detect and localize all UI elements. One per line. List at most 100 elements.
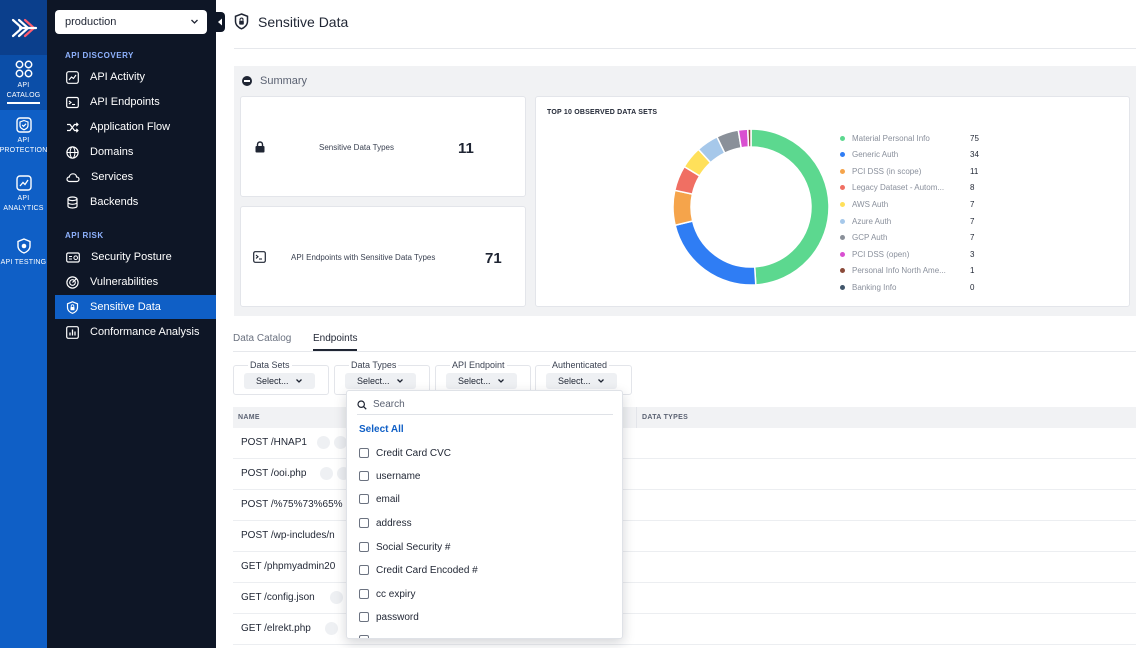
- dropdown-option[interactable]: email: [359, 492, 400, 506]
- checkbox[interactable]: [359, 448, 369, 458]
- dropdown-option[interactable]: password: [359, 610, 419, 624]
- tab-endpoints[interactable]: Endpoints: [313, 333, 358, 351]
- dropdown-option-partial[interactable]: [359, 633, 376, 638]
- chevron-left-icon: [217, 18, 222, 26]
- sidebar-item-backends[interactable]: Backends: [55, 190, 216, 214]
- endpoint-name: POST /%75%73%65%: [241, 499, 343, 510]
- rail-item-api-protection[interactable]: API PROTECTION: [0, 117, 47, 167]
- donut-slice[interactable]: [747, 128, 752, 148]
- legend-label: Generic Auth: [852, 150, 899, 160]
- collapse-sidebar-button[interactable]: [214, 12, 225, 32]
- legend-label: AWS Auth: [852, 199, 889, 209]
- legend-item[interactable]: Banking Info 0: [840, 281, 990, 293]
- legend-item[interactable]: GCP Auth 7: [840, 232, 990, 244]
- legend-item[interactable]: PCI DSS (open) 3: [840, 248, 990, 260]
- legend-label: Banking Info: [852, 282, 897, 292]
- checkbox[interactable]: [359, 542, 369, 552]
- sidebar-item-api-activity[interactable]: API Activity: [55, 65, 216, 89]
- column-header-data-types[interactable]: DATA TYPES: [642, 414, 689, 421]
- dropdown-search[interactable]: Search: [357, 395, 613, 415]
- sidebar-item-vulnerabilities[interactable]: Vulnerabilities: [55, 270, 216, 294]
- sidebar-item-conformance-analysis[interactable]: Conformance Analysis: [55, 320, 216, 344]
- api-analytics-icon: [15, 175, 32, 191]
- endpoint-name: POST /HNAP1: [241, 437, 307, 448]
- legend-swatch: [840, 201, 845, 207]
- checkbox[interactable]: [359, 471, 369, 481]
- table-row[interactable]: POST /wp-includes/n: [233, 521, 1136, 552]
- authenticated-select[interactable]: Select...: [546, 373, 617, 389]
- sidebar-item-services[interactable]: Services: [55, 165, 216, 189]
- legend-swatch: [840, 251, 845, 257]
- legend-swatch: [840, 185, 845, 191]
- environment-select[interactable]: production: [55, 10, 207, 34]
- terminal-icon: [66, 96, 79, 108]
- sidebar-item-security-posture[interactable]: Security Posture: [55, 245, 216, 269]
- rail-item-api-analytics[interactable]: API ANALYTICS: [0, 175, 47, 225]
- sidebar-item-api-endpoints[interactable]: API Endpoints: [55, 90, 216, 114]
- dropdown-option[interactable]: Credit Card Encoded #: [359, 563, 478, 577]
- legend-item[interactable]: Personal Info North Ame... 1: [840, 265, 990, 277]
- filter-label: API Endpoint: [450, 360, 507, 370]
- legend-label: PCI DSS (open): [852, 249, 910, 259]
- legend-item[interactable]: Material Personal Info 75: [840, 132, 990, 144]
- donut-slice[interactable]: [672, 189, 694, 227]
- table-row[interactable]: GET /config.json: [233, 583, 1136, 614]
- legend-item[interactable]: Generic Auth 34: [840, 149, 990, 161]
- checkbox[interactable]: [359, 612, 369, 622]
- endpoint-name: POST /ooi.php: [241, 468, 307, 479]
- table-row[interactable]: POST /HNAP1: [233, 428, 1136, 459]
- shield-lock-icon: [66, 300, 79, 314]
- legend-swatch: [840, 235, 845, 241]
- column-header-name[interactable]: NAME: [238, 414, 260, 421]
- donut-chart: [672, 128, 830, 286]
- table-row[interactable]: GET /elrekt.php: [233, 614, 1136, 645]
- table-row[interactable]: GET /phpmyadmin20: [233, 552, 1136, 583]
- select-all-link[interactable]: Select All: [359, 424, 404, 435]
- legend-swatch: [840, 284, 845, 290]
- filter-label: Authenticated: [550, 360, 610, 370]
- tab-data-catalog[interactable]: Data Catalog: [233, 333, 292, 344]
- dropdown-option[interactable]: address: [359, 516, 412, 530]
- donut-slice[interactable]: [674, 220, 757, 286]
- data-sets-select[interactable]: Select...: [244, 373, 315, 389]
- checkbox[interactable]: [359, 565, 369, 575]
- legend-item[interactable]: AWS Auth 7: [840, 198, 990, 210]
- dropdown-option[interactable]: Credit Card CVC: [359, 446, 451, 460]
- legend-value: 11: [970, 166, 979, 176]
- data-types-select[interactable]: Select...: [345, 373, 416, 389]
- donut-slice[interactable]: [750, 128, 830, 286]
- summary-toggle[interactable]: Summary: [242, 75, 307, 87]
- legend-value: 75: [970, 133, 979, 143]
- checkbox[interactable]: [359, 494, 369, 504]
- checkbox[interactable]: [359, 518, 369, 528]
- database-icon: [67, 195, 78, 209]
- option-label: address: [376, 517, 412, 529]
- section-heading-api-discovery: API DISCOVERY: [65, 51, 134, 60]
- rail-item-api-catalog[interactable]: API CATALOG: [0, 55, 47, 110]
- rail-item-api-testing[interactable]: API TESTING: [0, 238, 47, 278]
- dropdown-option[interactable]: cc expiry: [359, 587, 415, 601]
- app-logo[interactable]: [0, 0, 47, 55]
- dropdown-option[interactable]: username: [359, 469, 420, 483]
- select-value: Select...: [558, 376, 591, 386]
- checkbox[interactable]: [359, 635, 369, 638]
- rail-label: ANALYTICS: [3, 205, 44, 212]
- table-row[interactable]: POST /%75%73%65%: [233, 490, 1136, 521]
- dropdown-option[interactable]: Social Security #: [359, 540, 450, 554]
- legend-item[interactable]: Azure Auth 7: [840, 215, 990, 227]
- sidebar-item-domains[interactable]: Domains: [55, 140, 216, 164]
- data-types-dropdown: Search Select All Credit Card CVC userna…: [346, 390, 623, 639]
- option-label: Credit Card Encoded #: [376, 564, 478, 576]
- sidebar-item-application-flow[interactable]: Application Flow: [55, 115, 216, 139]
- legend-item[interactable]: Legacy Dataset - Autom... 8: [840, 182, 990, 194]
- sidebar-item-label: Sensitive Data: [90, 301, 161, 313]
- product-rail: API CATALOG API PROTECTION API ANALYTICS…: [0, 0, 47, 648]
- sidebar-item-sensitive-data[interactable]: Sensitive Data: [55, 295, 216, 319]
- checkbox[interactable]: [359, 589, 369, 599]
- legend-item[interactable]: PCI DSS (in scope) 11: [840, 165, 990, 177]
- api-testing-icon: [16, 238, 31, 254]
- sidebar-item-label: Services: [91, 171, 134, 183]
- cloud-icon: [66, 172, 80, 182]
- search-icon: [357, 399, 367, 410]
- api-endpoint-select[interactable]: Select...: [446, 373, 517, 389]
